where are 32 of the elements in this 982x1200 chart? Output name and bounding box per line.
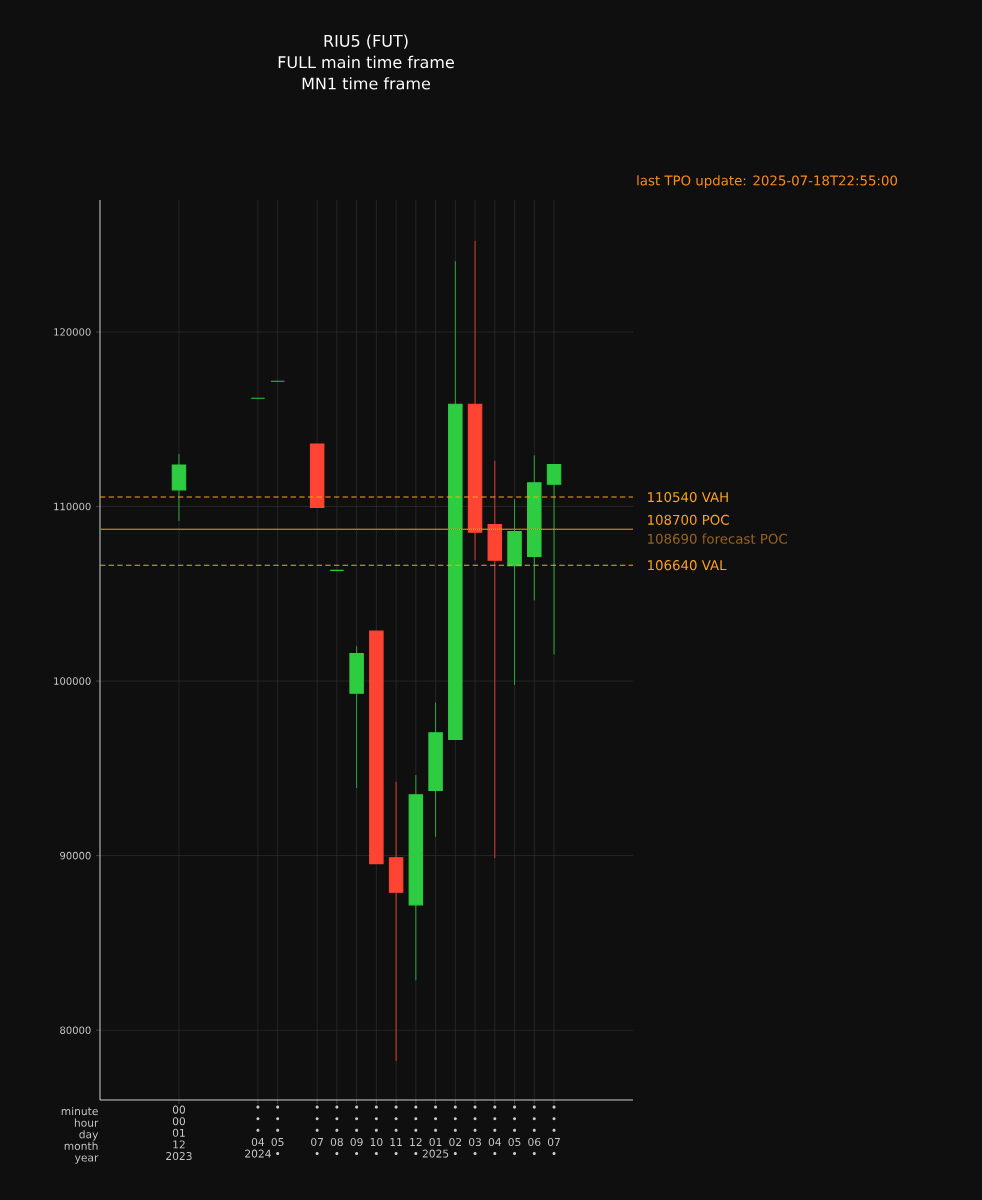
- x-tick-label: • • • 09 •: [350, 1105, 363, 1156]
- x-tick-label: • • • 08 •: [330, 1105, 343, 1156]
- ref-line-label: 108690 forecast POC: [648, 533, 787, 544]
- y-tick-label: 90000: [60, 851, 91, 860]
- x-tick-label: • • • 12 •: [410, 1105, 422, 1156]
- x-tick-label: • • • 06 •: [528, 1105, 541, 1156]
- y-tick-label: 120000: [54, 328, 91, 336]
- ref-line-label: 106640 VAL: [648, 560, 727, 571]
- text: last TPO update: 2025-07-18T22:55:00: [637, 175, 898, 189]
- y-tick-label: 80000: [60, 1026, 91, 1034]
- x-tick-label: • • • 10 •: [370, 1105, 383, 1156]
- x-tick-label: • • • 03 •: [468, 1105, 481, 1156]
- x-tick-label: • • • 05 •: [508, 1105, 521, 1156]
- x-tick-label: 00 00 01 12 2023: [166, 1105, 192, 1161]
- x-tick-label: • • • 07 •: [547, 1105, 560, 1156]
- text: minute hour day month year: [61, 1106, 99, 1164]
- x-tick-label: • • • 11 •: [390, 1105, 402, 1156]
- x-tick-label: • • • 05 •: [271, 1105, 284, 1156]
- ref-line-label: 110540 VAH: [648, 492, 728, 503]
- x-tick-label: • • • 04 2024: [245, 1105, 271, 1158]
- chart-subtitle: FULL main time frame: [278, 55, 454, 69]
- y-tick-label: 110000: [54, 502, 91, 511]
- x-tick-label: • • • 07 •: [311, 1105, 324, 1156]
- ref-line-label: 108700 POC: [648, 514, 729, 525]
- candlestick: [487, 460, 503, 859]
- x-tick-label: • • • 02 •: [449, 1105, 462, 1156]
- candlestick: [546, 464, 562, 655]
- x-tick-label: • • • 01 2025: [422, 1105, 449, 1158]
- chart-title: RIU5 (FUT): [324, 34, 408, 49]
- y-tick-label: 100000: [54, 677, 91, 685]
- x-tick-label: • • • 04 •: [488, 1105, 501, 1156]
- text: MN1 time frame: [302, 77, 430, 90]
